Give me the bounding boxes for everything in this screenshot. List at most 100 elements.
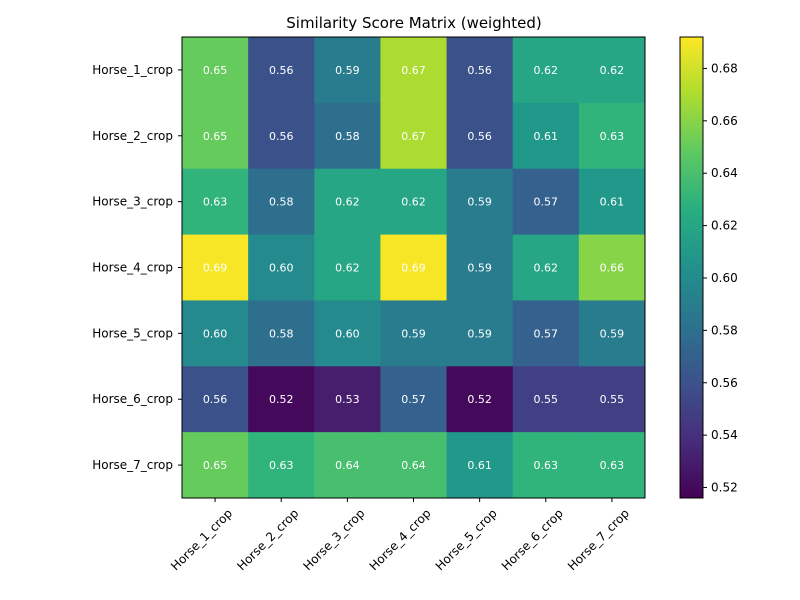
heatmap-cell [248,234,315,301]
cell-value-label: 0.62 [401,196,426,209]
heatmap-cell [182,168,249,236]
cell-value-label: 0.65 [203,64,228,77]
cell-value-label: 0.59 [335,64,360,77]
cell-value-label: 0.59 [467,196,492,209]
cell-value-label: 0.58 [269,196,294,209]
heatmap-cell [380,102,448,170]
heatmap-cell [578,37,646,104]
heatmap-cell [380,234,448,301]
heatmap-cell [446,366,514,433]
heatmap-cell [314,432,381,499]
cell-value-label: 0.69 [203,262,228,275]
heatmap-cell [578,366,646,433]
heatmap-cell [182,102,249,170]
heatmap-cell [512,366,580,433]
cell-value-label: 0.52 [269,393,294,406]
colorbar-tick-label: 0.52 [711,481,738,495]
cell-value-label: 0.62 [534,64,559,77]
y-tick-label: Horse_5_crop [92,326,173,340]
cell-value-label: 0.63 [534,459,559,472]
cell-value-label: 0.56 [467,130,492,143]
heatmap-cell [182,234,249,301]
heatmap-cell [248,300,315,367]
heatmap-cell [314,234,381,301]
heatmap-cell [380,432,448,499]
cell-value-label: 0.57 [534,196,559,209]
cell-value-label: 0.57 [534,327,559,340]
cell-value-label: 0.56 [269,130,294,143]
colorbar: 0.52 0.54 0.56 0.58 0.60 0.62 0.64 0.66 0.68 [679,36,738,499]
x-tick-label: Horse_6_crop [499,506,566,573]
heatmap-cell [446,300,514,367]
x-tick-label: Horse_2_crop [234,506,301,573]
heatmap-cell [314,168,381,236]
colorbar-tick-label: 0.64 [711,166,738,180]
heatmap-cell [182,37,249,104]
heatmap-cell [380,300,448,367]
cell-value-label: 0.69 [401,262,426,275]
colorbar-tick-label: 0.68 [711,61,738,75]
cell-value-label: 0.62 [335,196,360,209]
cell-value-label: 0.67 [401,64,426,77]
cell-value-label: 0.63 [600,130,625,143]
heatmap-cell [380,366,448,433]
colorbar-gradient [679,36,704,499]
cell-value-label: 0.65 [203,130,228,143]
cell-value-label: 0.60 [269,262,294,275]
heatmap-cell [380,168,448,236]
cell-value-label: 0.63 [269,459,294,472]
cell-value-label: 0.67 [401,130,426,143]
cell-value-label: 0.59 [600,327,625,340]
heatmap-cell [248,432,315,499]
heatmap-cell [182,366,249,433]
y-tick-label: Horse_4_crop [92,261,173,275]
cell-value-label: 0.53 [335,393,360,406]
heatmap-cell [446,37,514,104]
cell-value-label: 0.64 [401,459,426,472]
colorbar-tick-label: 0.66 [711,114,738,128]
heatmap-cell [512,432,580,499]
x-tick-label: Horse_3_crop [300,506,367,573]
colorbar-tick-label: 0.62 [711,219,738,233]
x-tick-label: Horse_5_crop [433,506,500,573]
heatmap-cells: 0.65 0.56 0.59 0.67 0.56 0.62 0.62 0.65 0.56 0.58… [182,37,646,499]
cell-value-label: 0.58 [335,130,360,143]
cell-value-label: 0.57 [401,393,426,406]
y-tick-label: Horse_3_crop [92,195,173,209]
x-tick-label: Horse_1_crop [168,506,235,573]
cell-value-label: 0.61 [467,459,492,472]
heatmap-cell [248,37,315,104]
cell-value-label: 0.61 [600,196,625,209]
y-tick-label: Horse_7_crop [92,458,173,472]
colorbar-tick-label: 0.56 [711,376,738,390]
cell-value-label: 0.56 [269,64,294,77]
cell-value-label: 0.55 [600,393,625,406]
cell-value-label: 0.65 [203,459,228,472]
colorbar-tick-label: 0.60 [711,271,738,285]
cell-value-label: 0.63 [600,459,625,472]
heatmap-cell [512,102,580,170]
cell-value-label: 0.66 [600,262,625,275]
colorbar-tick-label: 0.54 [711,428,738,442]
heatmap-cell [248,168,315,236]
cell-value-label: 0.62 [534,262,559,275]
heatmap-cell [512,37,580,104]
cell-value-label: 0.58 [269,327,294,340]
heatmap-cell [578,234,646,301]
heatmap-cell [248,102,315,170]
heatmap-cell [314,300,381,367]
cell-value-label: 0.63 [203,196,228,209]
cell-value-label: 0.52 [467,393,492,406]
cell-value-label: 0.56 [203,393,228,406]
heatmap-cell [512,168,580,236]
cell-value-label: 0.62 [335,262,360,275]
heatmap-cell [314,102,381,170]
heatmap-cell [446,102,514,170]
heatmap-cell [248,366,315,433]
y-tick-label: Horse_2_crop [92,129,173,143]
heatmap-cell [578,168,646,236]
cell-value-label: 0.62 [600,64,625,77]
y-tick-label: Horse_6_crop [92,392,173,406]
heatmap-cell [446,432,514,499]
heatmap-cell [578,432,646,499]
